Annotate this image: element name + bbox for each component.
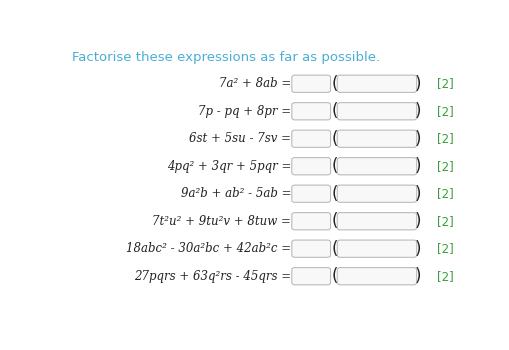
Text: ): ) bbox=[414, 102, 420, 120]
Text: 7a² + 8ab =: 7a² + 8ab = bbox=[218, 77, 291, 90]
FancyBboxPatch shape bbox=[291, 240, 330, 257]
Text: [2]: [2] bbox=[436, 105, 453, 118]
FancyBboxPatch shape bbox=[336, 267, 416, 285]
FancyBboxPatch shape bbox=[336, 75, 416, 92]
FancyBboxPatch shape bbox=[291, 212, 330, 230]
Text: ): ) bbox=[414, 75, 420, 93]
Text: ): ) bbox=[414, 130, 420, 148]
FancyBboxPatch shape bbox=[291, 158, 330, 175]
Text: 7p - pq + 8pr =: 7p - pq + 8pr = bbox=[197, 105, 291, 118]
FancyBboxPatch shape bbox=[336, 185, 416, 202]
FancyBboxPatch shape bbox=[336, 212, 416, 230]
Text: [2]: [2] bbox=[436, 77, 453, 90]
Text: ): ) bbox=[414, 212, 420, 230]
FancyBboxPatch shape bbox=[291, 103, 330, 120]
Text: (: ( bbox=[331, 240, 337, 258]
Text: Factorise these expressions as far as possible.: Factorise these expressions as far as po… bbox=[72, 51, 380, 64]
Text: (: ( bbox=[331, 75, 337, 93]
FancyBboxPatch shape bbox=[336, 158, 416, 175]
Text: 6st + 5su - 7sv =: 6st + 5su - 7sv = bbox=[189, 132, 291, 145]
FancyBboxPatch shape bbox=[336, 130, 416, 147]
Text: (: ( bbox=[331, 130, 337, 148]
FancyBboxPatch shape bbox=[291, 185, 330, 202]
Text: 18abc² - 30a²bc + 42ab²c =: 18abc² - 30a²bc + 42ab²c = bbox=[126, 242, 291, 255]
FancyBboxPatch shape bbox=[291, 130, 330, 147]
FancyBboxPatch shape bbox=[291, 267, 330, 285]
Text: ): ) bbox=[414, 267, 420, 285]
Text: [2]: [2] bbox=[436, 187, 453, 200]
FancyBboxPatch shape bbox=[291, 75, 330, 92]
Text: [2]: [2] bbox=[436, 132, 453, 145]
Text: (: ( bbox=[331, 212, 337, 230]
Text: 27pqrs + 63q²rs - 45qrs =: 27pqrs + 63q²rs - 45qrs = bbox=[134, 270, 291, 283]
Text: ): ) bbox=[414, 185, 420, 203]
Text: [2]: [2] bbox=[436, 242, 453, 255]
Text: [2]: [2] bbox=[436, 270, 453, 283]
Text: ): ) bbox=[414, 157, 420, 175]
Text: (: ( bbox=[331, 267, 337, 285]
Text: [2]: [2] bbox=[436, 215, 453, 228]
FancyBboxPatch shape bbox=[336, 240, 416, 257]
Text: 9a²b + ab² - 5ab =: 9a²b + ab² - 5ab = bbox=[180, 187, 291, 200]
Text: (: ( bbox=[331, 157, 337, 175]
Text: 4pq² + 3qr + 5pqr =: 4pq² + 3qr + 5pqr = bbox=[166, 160, 291, 173]
Text: ): ) bbox=[414, 240, 420, 258]
Text: [2]: [2] bbox=[436, 160, 453, 173]
Text: 7t²u² + 9tu²v + 8tuw =: 7t²u² + 9tu²v + 8tuw = bbox=[152, 215, 291, 228]
FancyBboxPatch shape bbox=[336, 103, 416, 120]
Text: (: ( bbox=[331, 185, 337, 203]
Text: (: ( bbox=[331, 102, 337, 120]
